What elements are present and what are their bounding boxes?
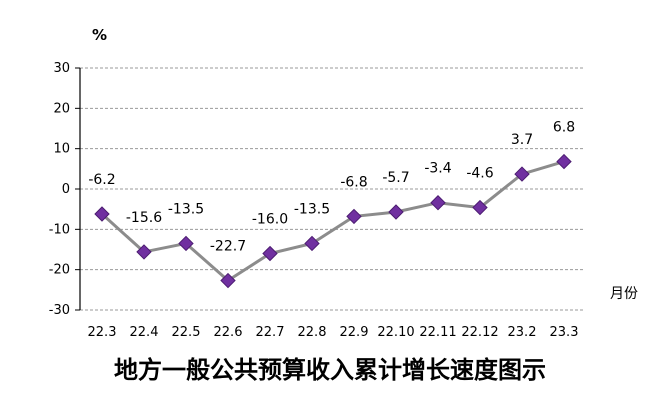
x-tick-label: 22.8	[298, 325, 327, 340]
data-point-marker	[136, 244, 152, 260]
series-line	[100, 160, 565, 283]
y-tick-label: 0	[62, 182, 70, 197]
data-label: -22.7	[210, 239, 246, 255]
x-tick-label: 22.12	[461, 325, 498, 340]
y-axis-unit: %	[92, 26, 107, 44]
data-label: -13.5	[294, 201, 330, 217]
x-tick-label: 23.2	[508, 325, 537, 340]
x-tick-label: 22.3	[88, 325, 117, 340]
data-point-marker	[472, 199, 488, 216]
y-tick-label: -10	[49, 222, 70, 237]
x-tick-label: 22.9	[340, 325, 369, 340]
data-point-marker	[304, 235, 320, 252]
y-tick-label: 10	[53, 142, 70, 157]
data-label: 6.8	[553, 120, 575, 136]
data-label: -6.8	[340, 174, 367, 190]
x-tick-label: 22.7	[256, 325, 285, 340]
x-tick-label: 22.4	[130, 325, 159, 340]
data-label: -16.0	[252, 212, 288, 228]
chart-title: 地方一般公共预算收入累计增长速度图示	[114, 356, 546, 384]
data-point-marker	[220, 272, 236, 289]
data-point-marker	[388, 204, 404, 220]
data-label: -3.4	[424, 161, 451, 177]
data-label: -5.7	[382, 170, 409, 186]
x-tick-label: 22.6	[214, 325, 243, 340]
data-point-marker	[346, 208, 362, 225]
grid-lines	[75, 67, 585, 311]
data-point-marker	[556, 153, 572, 170]
data-label: -15.6	[126, 210, 162, 226]
x-tick-label: 22.11	[419, 325, 456, 340]
data-point-marker	[262, 245, 278, 262]
x-tick-labels: 22.3 22.4 22.5 22.6 22.7 22.8 22.9 22.10 22.11 22…	[88, 325, 579, 340]
y-tick-label: -20	[49, 263, 70, 278]
data-label: -4.6	[466, 166, 493, 182]
y-tick-label: -30	[49, 303, 70, 318]
y-tick-labels: 30 20 10 0 -10 -20 -30	[49, 61, 70, 318]
y-tick-label: 20	[53, 101, 70, 116]
x-tick-label: 22.10	[377, 325, 414, 340]
data-point-marker	[178, 235, 194, 252]
data-point-marker	[94, 206, 110, 222]
data-label: 3.7	[511, 132, 533, 148]
data-point-marker	[514, 166, 530, 182]
data-label: -13.5	[168, 201, 204, 217]
x-axis-unit: 月份	[610, 286, 638, 302]
data-point-marker	[430, 195, 446, 211]
data-markers	[94, 153, 572, 289]
x-tick-label: 22.5	[172, 325, 201, 340]
data-label: -6.2	[88, 172, 115, 188]
y-tick-label: 30	[53, 61, 70, 76]
data-labels: -6.2 -15.6 -13.5 -22.7 -16.0 -13.5 -6.8 -5.7 -3.…	[88, 120, 575, 255]
x-tick-label: 23.3	[550, 325, 579, 340]
